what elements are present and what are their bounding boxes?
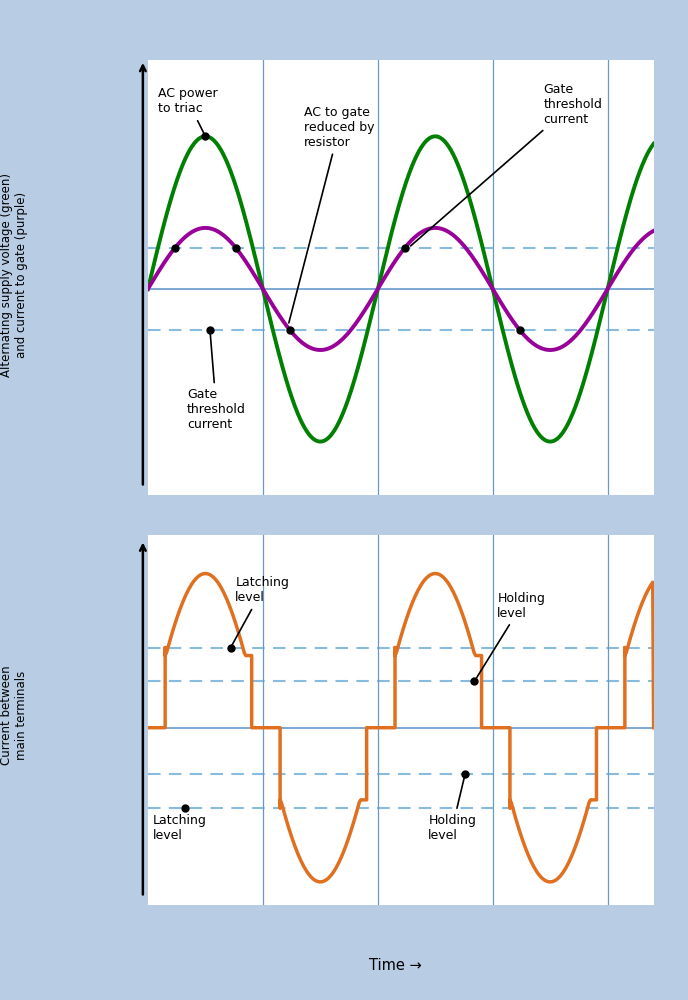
Text: Alternating supply voltage (green)
and current to gate (purple): Alternating supply voltage (green) and c… <box>0 173 28 377</box>
Text: Latching
level: Latching level <box>232 576 289 645</box>
Text: Latching
level: Latching level <box>153 808 206 842</box>
Text: Gate
threshold
current: Gate threshold current <box>411 83 602 246</box>
Text: Time →: Time → <box>369 958 422 972</box>
Text: Gate
threshold
current: Gate threshold current <box>187 333 246 431</box>
Text: AC power
to triac: AC power to triac <box>158 87 218 134</box>
Text: Holding
level: Holding level <box>429 777 476 842</box>
Text: AC to gate
reduced by
resistor: AC to gate reduced by resistor <box>289 106 375 323</box>
Text: Current between
main terminals: Current between main terminals <box>0 665 28 765</box>
Text: Holding
level: Holding level <box>476 592 545 679</box>
